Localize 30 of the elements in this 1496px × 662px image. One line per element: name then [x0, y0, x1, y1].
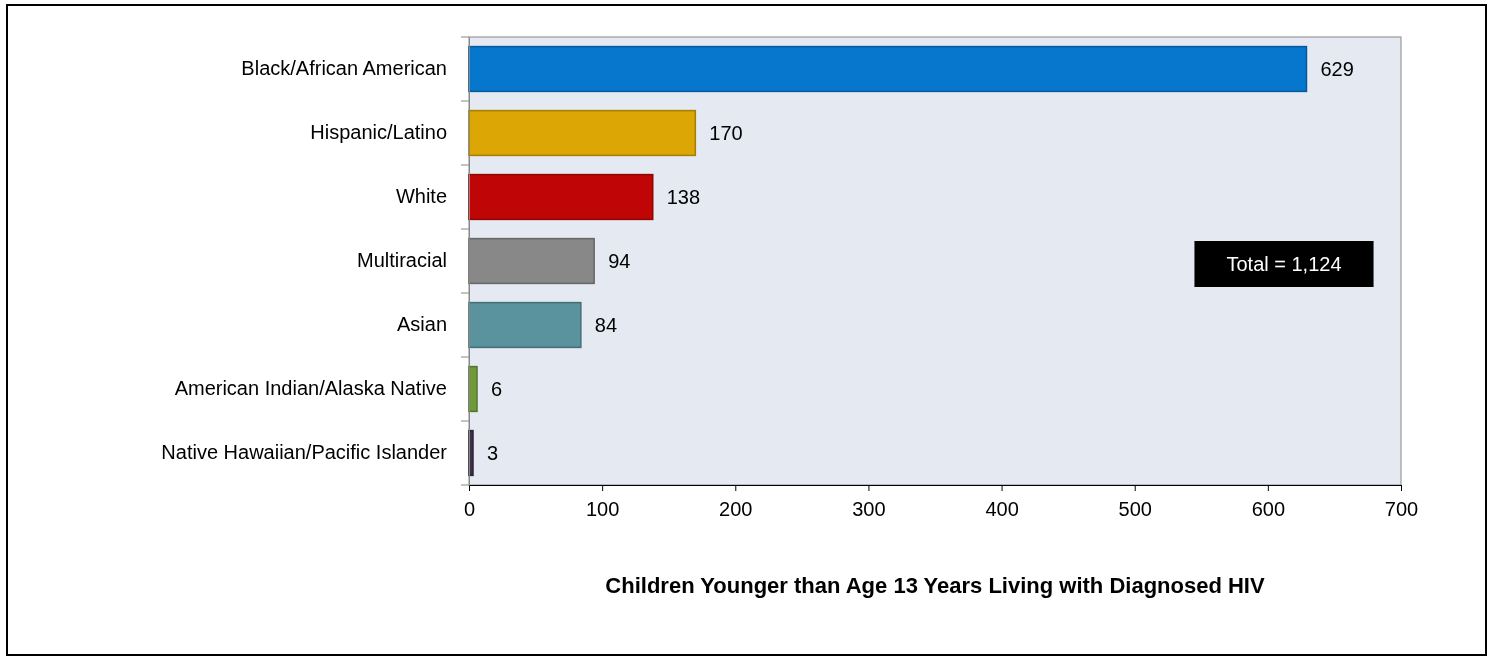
x-axis-title: Children Younger than Age 13 Years Living with Diagnosed HIV [605, 573, 1265, 598]
data-label: 629 [1320, 58, 1354, 80]
bar [468, 173, 654, 221]
x-tick-label: 0 [463, 498, 476, 520]
data-label: 84 [594, 314, 618, 336]
y-tick-label: American Indian/Alaska Native [174, 377, 447, 400]
bar [468, 365, 478, 413]
y-tick-label: Native Hawaiian/Pacific Islander [161, 441, 448, 464]
data-label: 170 [709, 122, 743, 144]
data-label: 6 [490, 378, 503, 400]
y-tick-label: Asian [396, 313, 447, 336]
bar [468, 429, 474, 477]
bar [468, 109, 697, 157]
data-label: 138 [666, 186, 701, 208]
x-tick-label: 400 [985, 498, 1019, 520]
y-tick-label: Multiracial [356, 249, 447, 272]
x-tick-label: 500 [1118, 498, 1152, 520]
x-tick-label: 700 [1384, 498, 1419, 520]
y-tick-label: Hispanic/Latino [310, 121, 447, 144]
annotation: Total = 1,124 [1226, 253, 1342, 275]
x-tick-label: 200 [719, 498, 753, 520]
bar [468, 301, 582, 349]
y-tick-label: White [395, 185, 447, 208]
x-tick-label: 300 [852, 498, 886, 520]
data-label: 94 [608, 250, 631, 272]
y-tick-label: Black/African American [241, 57, 447, 80]
data-label: 3 [486, 442, 499, 464]
x-tick-label: 600 [1251, 498, 1286, 520]
x-tick-label: 100 [585, 498, 620, 520]
bar [468, 45, 1308, 93]
